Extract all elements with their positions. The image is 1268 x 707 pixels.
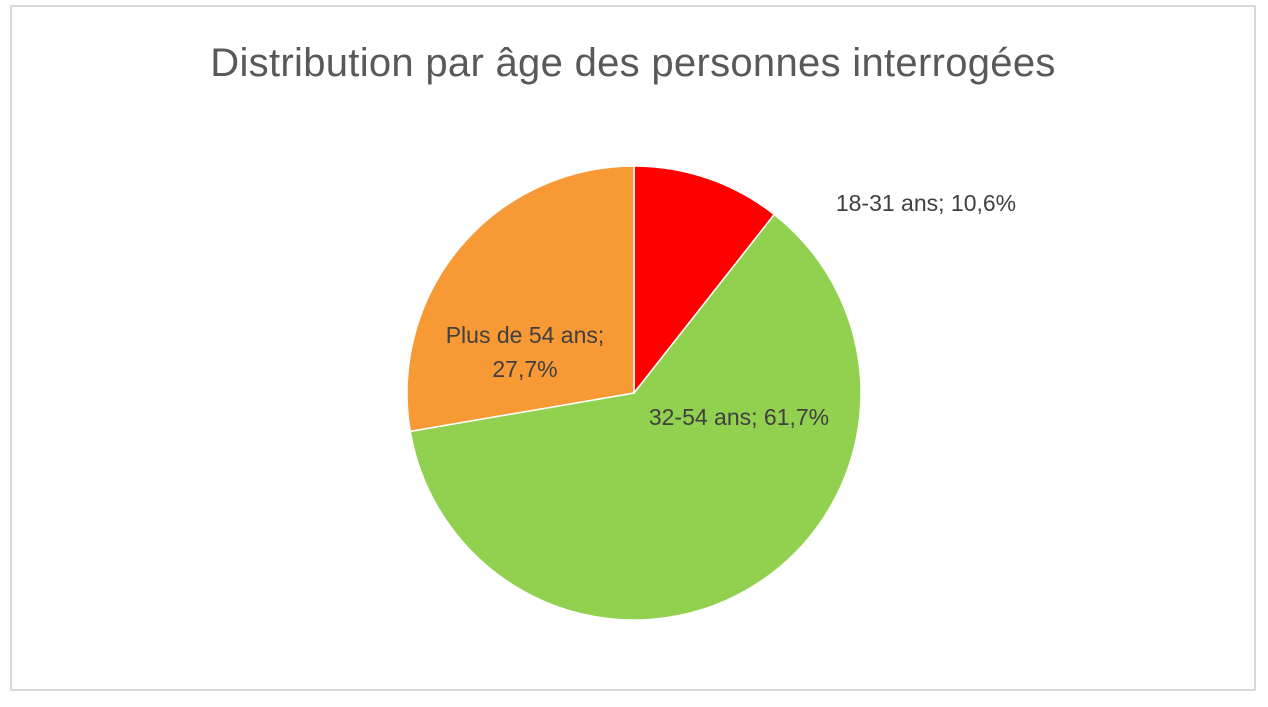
pie-labels: 18-31 ans; 10,6% 32-54 ans; 61,7% Plus de … xyxy=(446,190,1016,430)
pie-slices xyxy=(406,165,862,621)
chart-title: Distribution par âge des personnes inter… xyxy=(210,41,1056,85)
pie-slice-18-31-ans xyxy=(633,165,776,396)
data-label-18-31-ans: 18-31 ans; 10,6% xyxy=(836,190,1016,216)
data-label-plus-de-54-ans: Plus de 54 ans; 27,7% xyxy=(446,322,605,382)
pie-slice-32-54-ans xyxy=(409,213,862,621)
data-label-32-54-ans: 32-54 ans; 61,7% xyxy=(649,404,829,430)
pie-slice-plus-de-54-ans xyxy=(406,165,635,433)
